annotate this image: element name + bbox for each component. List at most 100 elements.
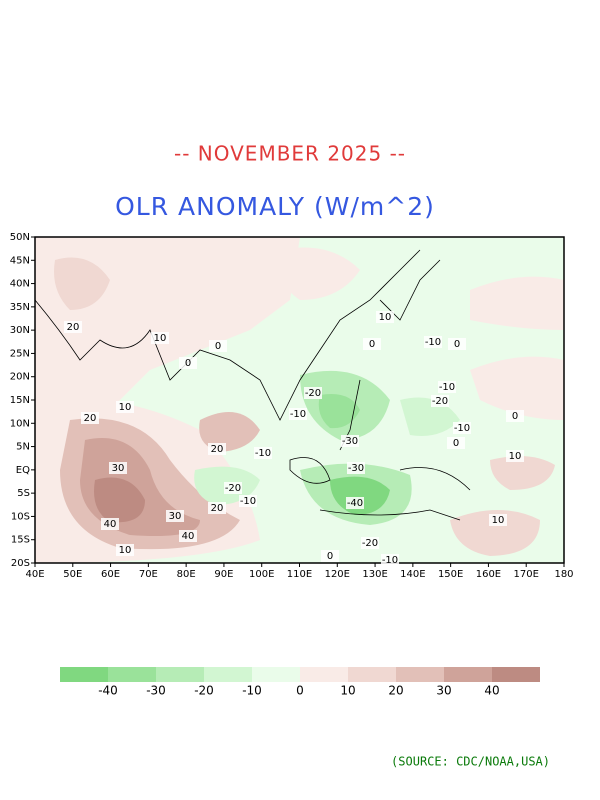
colorbar-box: [156, 667, 204, 682]
contour-label: -30: [342, 436, 358, 447]
contour-label-bg: [116, 401, 134, 413]
contour-label-bg: [453, 422, 471, 434]
lat-label: 10N: [10, 418, 30, 429]
lat-label: 10S: [11, 511, 30, 522]
contour-label: -40: [347, 498, 363, 509]
contour-label: -20: [225, 483, 241, 494]
lat-label: 35N: [10, 302, 30, 313]
contour-label: 40: [182, 531, 195, 542]
lon-label: 180: [554, 569, 573, 580]
contour-label: 10: [119, 402, 132, 413]
contour-label-bg: [381, 554, 399, 566]
colorbar-label: -20: [194, 684, 214, 698]
lon-label: 80E: [177, 569, 196, 580]
colorbar-box: [396, 667, 444, 682]
contour-label-bg: [101, 518, 119, 530]
contour-label: 20: [211, 503, 224, 514]
colorbar-box: [444, 667, 492, 682]
lon-label: 70E: [139, 569, 158, 580]
subtitle: OLR ANOMALY (W/m^2): [115, 192, 435, 221]
contour-label: -10: [290, 409, 306, 420]
contour-label-bg: [361, 537, 379, 549]
colorbar-label: 0: [296, 684, 304, 698]
lon-label: 130E: [362, 569, 387, 580]
coastlines: [34, 249, 471, 521]
title: -- NOVEMBER 2025 --: [174, 142, 406, 166]
contour-label-bg: [321, 550, 339, 562]
map-field: [35, 237, 564, 563]
contour-label: 0: [512, 411, 518, 422]
lat-label: 5S: [17, 488, 30, 499]
contour-label-bg: [304, 387, 322, 399]
lat-label: 45N: [10, 255, 30, 266]
colorbar-label: -10: [242, 684, 262, 698]
contour-label-bg: [489, 514, 507, 526]
contour-label-bg: [224, 482, 242, 494]
colorbar-label: 30: [436, 684, 451, 698]
contour-label: -10: [454, 423, 470, 434]
contour-label: 30: [112, 463, 125, 474]
lon-label: 170E: [514, 569, 539, 580]
colorbar-box: [204, 667, 252, 682]
contour-label-bg: [109, 462, 127, 474]
contour-label-bg: [363, 338, 381, 350]
contour-label-bg: [506, 410, 524, 422]
contour-label-bg: [289, 408, 307, 420]
contour-label: 20: [67, 322, 80, 333]
contour-label: -10: [255, 448, 271, 459]
contour-label-bg: [239, 495, 257, 507]
contour-label-bg: [151, 332, 169, 344]
lon-label: 110E: [287, 569, 312, 580]
contour-label-bg: [506, 450, 524, 462]
colorbar-box: [252, 667, 300, 682]
contour-label: 0: [453, 438, 459, 449]
lon-label: 140E: [400, 569, 425, 580]
colorbar-label: 20: [388, 684, 403, 698]
colorbar-box: [108, 667, 156, 682]
lat-label: 25N: [10, 348, 30, 359]
lat-label: 15N: [10, 395, 30, 406]
colorbar-label: 40: [484, 684, 499, 698]
colorbar-box: [348, 667, 396, 682]
contour-label: -30: [348, 463, 364, 474]
contour-label-bg: [209, 340, 227, 352]
lon-label: 150E: [438, 569, 463, 580]
lon-label: 50E: [63, 569, 82, 580]
lat-label: 30N: [10, 325, 30, 336]
contour-label: 10: [492, 515, 505, 526]
contour-label: 0: [369, 339, 375, 350]
lat-label: 50N: [10, 232, 30, 243]
lat-label: 15S: [11, 535, 30, 546]
contour-label-bg: [448, 338, 466, 350]
contour-label: -10: [439, 382, 455, 393]
contour-label: -10: [240, 496, 256, 507]
contour-label-bg: [179, 530, 197, 542]
source: (SOURCE: CDC/NOAA,USA): [391, 755, 550, 769]
contour-label-bg: [424, 336, 442, 348]
contour-label: -20: [362, 538, 378, 549]
contour-label: 0: [215, 341, 221, 352]
colorbar-label: -40: [98, 684, 118, 698]
contour-label: -10: [425, 337, 441, 348]
colorbar-box: [60, 667, 108, 682]
contour-label: 0: [185, 358, 191, 369]
contour-label: 20: [211, 444, 224, 455]
contour-label-bg: [64, 321, 82, 333]
contour-label-bg: [208, 502, 226, 514]
lon-label: 100E: [249, 569, 274, 580]
lat-label: 20S: [11, 558, 30, 569]
contour-label: 0: [454, 339, 460, 350]
contour-label-bg: [116, 544, 134, 556]
colorbar-label: -30: [146, 684, 166, 698]
contour-label-bg: [431, 395, 449, 407]
contour-label-bg: [166, 510, 184, 522]
contour-label: 40: [104, 519, 117, 530]
contour-label: 10: [154, 333, 167, 344]
colorbar-box: [300, 667, 348, 682]
contour-label: 20: [84, 413, 97, 424]
lon-label: 60E: [101, 569, 120, 580]
lon-label: 120E: [325, 569, 350, 580]
lat-label: 5N: [16, 442, 30, 453]
lon-label: 90E: [214, 569, 233, 580]
